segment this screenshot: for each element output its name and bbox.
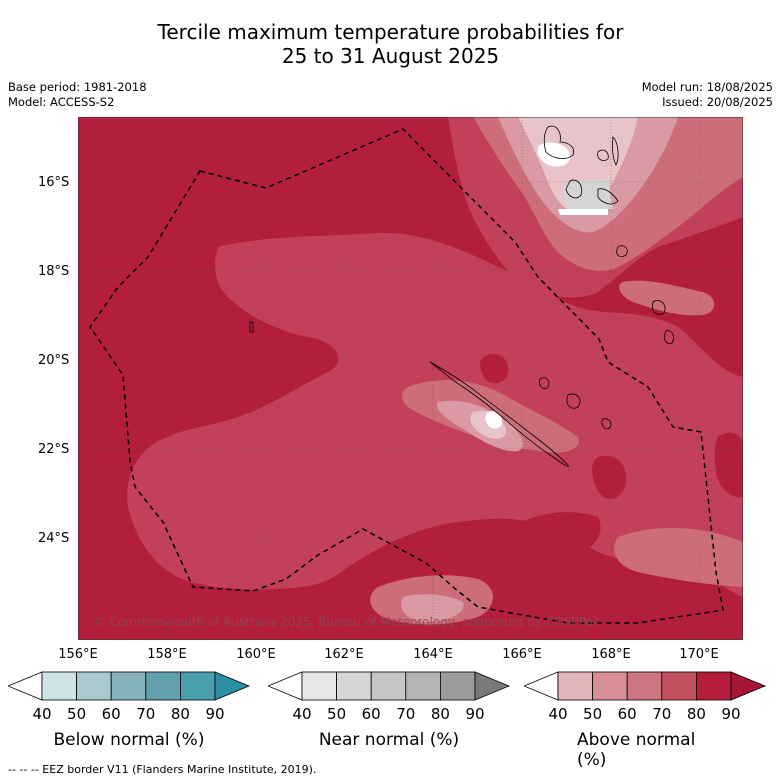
cbar-above-tick-90: 90 <box>721 705 741 723</box>
cbar-above-tick-50: 50 <box>583 705 603 723</box>
lon-label-162e: 162°E <box>324 647 364 662</box>
above-60-ne <box>619 280 715 316</box>
lat-label-22s: 22°S <box>38 442 70 457</box>
lat-label-20s: 20°S <box>38 353 70 368</box>
above-80-pocket-1 <box>498 512 601 557</box>
above-80-pocket-2 <box>592 455 627 499</box>
lon-label-170e: 170°E <box>679 647 719 662</box>
cbar-above-70-80 <box>661 671 697 701</box>
cbar-near-80-90 <box>439 671 476 701</box>
cbar-near-70-80 <box>405 671 441 701</box>
cbar-below-80-90 <box>179 671 216 701</box>
lon-label-168e: 168°E <box>591 647 631 662</box>
colorbar-near-normal <box>268 671 511 701</box>
base-period: Base period: 1981-2018 <box>8 80 147 94</box>
white-patch-3 <box>485 411 503 429</box>
white-patch-1 <box>537 142 571 167</box>
new-caledonia-coastline <box>429 361 569 467</box>
cbar-above-tick-40: 40 <box>548 705 568 723</box>
cbar-below-title: Below normal (%) <box>53 730 205 750</box>
vanuatu-northern-islands <box>597 136 619 166</box>
map-panel: © Commonwealth of Australia 2025, Bureau… <box>78 117 743 640</box>
lat-label-16s: 16°S <box>38 175 70 190</box>
meta-right: Model run: 18/08/2025 Issued: 20/08/2025 <box>642 80 773 110</box>
lon-label-158e: 158°E <box>147 647 187 662</box>
map-title: Tercile maximum temperature probabilitie… <box>0 20 781 68</box>
cbar-near-tick-90: 90 <box>465 705 485 723</box>
cbar-near-50-60 <box>336 671 372 701</box>
cbar-near-title: Near normal (%) <box>318 730 460 750</box>
lon-label-156e: 156°E <box>58 647 98 662</box>
cbar-below-tick-50: 50 <box>67 705 87 723</box>
cbar-near-60-70 <box>370 671 407 701</box>
cbar-above-title: Above normal (%) <box>577 730 696 770</box>
white-patch-2 <box>558 209 608 215</box>
model-run: Model run: 18/08/2025 <box>641 80 773 94</box>
cbar-below-50-60 <box>76 671 112 701</box>
lon-label-166e: 166°E <box>502 647 542 662</box>
near-normal-patch <box>563 179 613 209</box>
cbar-above-low-arrow <box>524 671 559 701</box>
cbar-near-tick-80: 80 <box>430 705 450 723</box>
copyright-text: © Commonwealth of Australia 2025, Bureau… <box>94 615 599 629</box>
vanuatu-malekula <box>565 179 619 205</box>
cbar-above-60-70 <box>626 671 663 701</box>
cbar-below-60-70 <box>110 671 147 701</box>
meta-left: Base period: 1981-2018 Model: ACCESS-S2 <box>8 80 147 110</box>
cbar-below-tick-60: 60 <box>101 705 121 723</box>
eez-footer-note: -- -- -- EEZ border V11 (Flanders Marine… <box>8 763 317 776</box>
eez-border <box>89 128 724 624</box>
cbar-below-tick-90: 90 <box>205 705 225 723</box>
small-island <box>249 321 254 333</box>
cbar-above-50-60 <box>592 671 628 701</box>
cbar-below-70-80 <box>145 671 181 701</box>
lat-label-24s: 24°S <box>38 531 70 546</box>
cbar-below-tick-40: 40 <box>32 705 52 723</box>
cbar-below-low-arrow <box>8 671 43 701</box>
cbar-near-40-50 <box>301 671 337 701</box>
cbar-below-40-50 <box>41 671 77 701</box>
cbar-below-high-arrow <box>214 671 251 701</box>
loyalty-islands <box>539 377 612 430</box>
lon-label-164e: 164°E <box>413 647 453 662</box>
cbar-near-tick-70: 70 <box>396 705 416 723</box>
cbar-below-tick-80: 80 <box>170 705 190 723</box>
cbar-above-tick-80: 80 <box>686 705 706 723</box>
title-line-2: 25 to 31 August 2025 <box>281 44 500 68</box>
vanuatu-espiritu-santo <box>543 125 575 159</box>
above-50-south <box>401 594 464 622</box>
cbar-near-tick-40: 40 <box>292 705 312 723</box>
cbar-near-high-arrow <box>474 671 511 701</box>
cbar-above-40-50 <box>557 671 593 701</box>
cbar-near-tick-50: 50 <box>327 705 347 723</box>
model-name: Model: ACCESS-S2 <box>8 95 115 109</box>
gridlines <box>78 117 743 640</box>
map-frame <box>78 117 743 640</box>
above-60-east <box>614 527 743 587</box>
cbar-near-low-arrow <box>268 671 303 701</box>
colorbar-below-normal <box>8 671 251 701</box>
vanuatu-tanna <box>651 300 674 344</box>
cbar-above-high-arrow <box>730 671 767 701</box>
colorbar-above-normal <box>524 671 767 701</box>
vanuatu-efate <box>616 245 628 257</box>
cbar-above-80-90 <box>695 671 732 701</box>
cbar-above-tick-70: 70 <box>652 705 672 723</box>
above-80-pocket-3 <box>480 353 509 384</box>
lat-label-18s: 18°S <box>38 264 70 279</box>
cbar-near-tick-60: 60 <box>361 705 381 723</box>
title-line-1: Tercile maximum temperature probabilitie… <box>157 20 624 44</box>
lon-label-160e: 160°E <box>236 647 276 662</box>
cbar-above-tick-60: 60 <box>617 705 637 723</box>
issued-date: Issued: 20/08/2025 <box>662 95 773 109</box>
cbar-below-tick-70: 70 <box>136 705 156 723</box>
